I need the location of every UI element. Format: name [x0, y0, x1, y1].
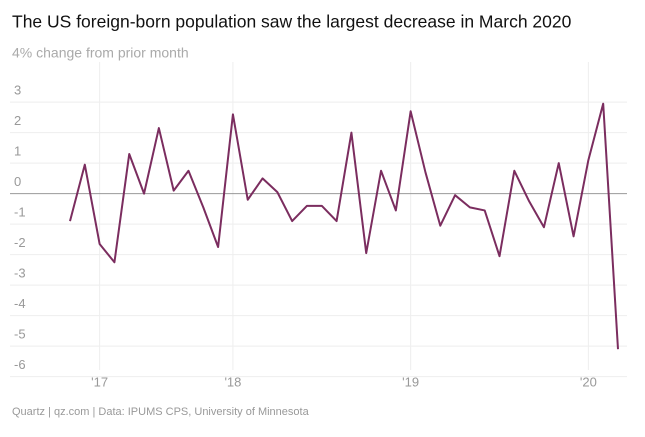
chart-title: The US foreign-born population saw the l…: [12, 12, 572, 32]
data-line: [69, 102, 619, 350]
y-tick-label: 2: [14, 113, 21, 128]
y-tick-label: -2: [14, 235, 26, 250]
y-tick-label: -6: [14, 357, 26, 372]
y-tick-label: 1: [14, 144, 21, 159]
x-tick-label: '20: [580, 374, 597, 389]
source: Quartz | qz.com | Data: IPUMS CPS, Unive…: [12, 406, 310, 418]
x-tick-label: '18: [224, 374, 241, 389]
x-tick-label: '17: [91, 374, 108, 389]
x-tick-label: '19: [402, 374, 419, 389]
y-tick-label: -3: [14, 266, 26, 281]
y-tick-label: -5: [14, 327, 26, 342]
y-tick-label: 0: [14, 174, 21, 189]
y-tick-label: 3: [14, 83, 21, 98]
chart-subtitle: 4% change from prior month: [12, 45, 189, 61]
y-tick-label: -4: [14, 296, 26, 311]
y-tick-label: -1: [14, 205, 26, 220]
